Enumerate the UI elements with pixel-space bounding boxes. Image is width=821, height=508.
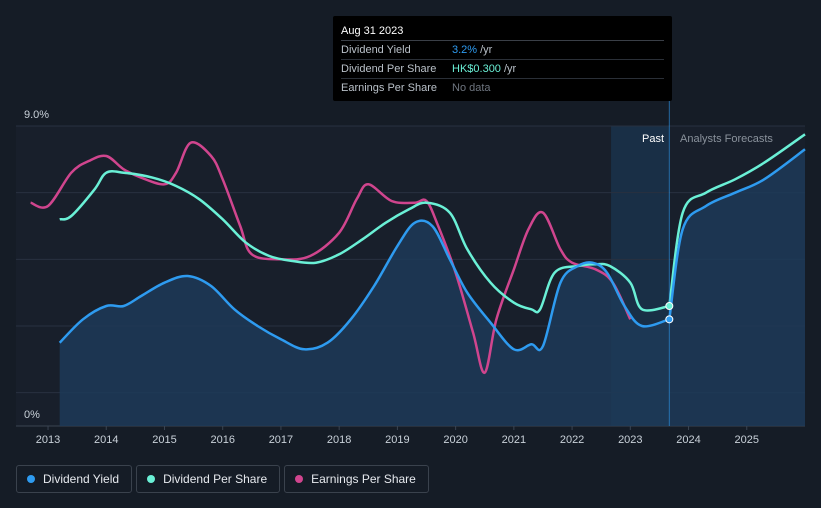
y-tick-min: 0%	[24, 409, 40, 421]
dividend-per-share-marker[interactable]	[665, 302, 674, 310]
x-tick-label: 2022	[560, 434, 584, 446]
x-tick-label: 2024	[676, 434, 700, 446]
x-tick-label: 2025	[735, 434, 759, 446]
past-label: Past	[642, 133, 664, 145]
legend-dot-icon	[147, 475, 156, 483]
tooltip-label: Earnings Per Share	[341, 82, 437, 94]
legend-dividend-per-share[interactable]: Dividend Per Share	[136, 465, 281, 493]
tooltip-row-earnings-per-share: Earnings Per Share No data	[341, 79, 664, 97]
x-tick-label: 2021	[502, 434, 526, 446]
dividend-per-share-forecast-line	[668, 133, 806, 307]
x-tick-label: 2013	[36, 434, 60, 446]
x-tick-label: 2015	[152, 434, 176, 446]
tooltip: Aug 31 2023 Dividend Yield 3.2% /yr Divi…	[333, 16, 672, 101]
x-tick-label: 2016	[210, 434, 234, 446]
dividend-yield-area	[59, 220, 670, 426]
x-tick-label: 2020	[443, 434, 467, 446]
dividend-yield-forecast-area	[669, 149, 805, 427]
tooltip-row-dividend-per-share: Dividend Per Share HK$0.300 /yr	[341, 60, 664, 79]
tooltip-unit: /yr	[480, 44, 493, 56]
legend-dividend-yield[interactable]: Dividend Yield	[16, 465, 133, 493]
tooltip-row-dividend-yield: Dividend Yield 3.2% /yr	[341, 41, 664, 60]
tooltip-value: HK$0.300	[452, 63, 501, 75]
tooltip-date: Aug 31 2023	[341, 22, 664, 41]
earnings-per-share-line	[30, 140, 632, 374]
tooltip-unit: /yr	[503, 63, 517, 75]
legend-label: Earnings Per Share	[311, 472, 416, 486]
x-tick-label: 2019	[385, 434, 409, 446]
x-tick-label: 2023	[618, 434, 642, 446]
tooltip-value: No data	[452, 82, 491, 94]
x-tick-label: 2017	[269, 434, 293, 446]
dividend-yield-line	[58, 219, 670, 352]
legend: Dividend Yield Dividend Per Share Earnin…	[16, 465, 429, 493]
y-tick-max: 9.0%	[24, 109, 49, 121]
dividend-yield-marker[interactable]	[665, 315, 674, 324]
tooltip-label: Dividend Yield	[341, 44, 411, 56]
legend-label: Dividend Per Share	[163, 472, 268, 486]
legend-dot-icon	[27, 475, 35, 483]
legend-dot-icon	[295, 475, 304, 483]
x-tick-label: 2018	[327, 434, 351, 446]
x-axis-ticks: 2013 2014 2015 2016 2017 2018 2019 2020 2021 2022…	[36, 426, 759, 446]
tooltip-label: Dividend Per Share	[341, 63, 437, 75]
dividend-yield-forecast-line	[668, 148, 806, 320]
tooltip-value: 3.2%	[452, 44, 478, 56]
legend-earnings-per-share[interactable]: Earnings Per Share	[284, 465, 429, 493]
forecast-label: Analysts Forecasts	[680, 133, 773, 145]
x-tick-label: 2014	[94, 434, 118, 446]
legend-label: Dividend Yield	[43, 472, 120, 486]
